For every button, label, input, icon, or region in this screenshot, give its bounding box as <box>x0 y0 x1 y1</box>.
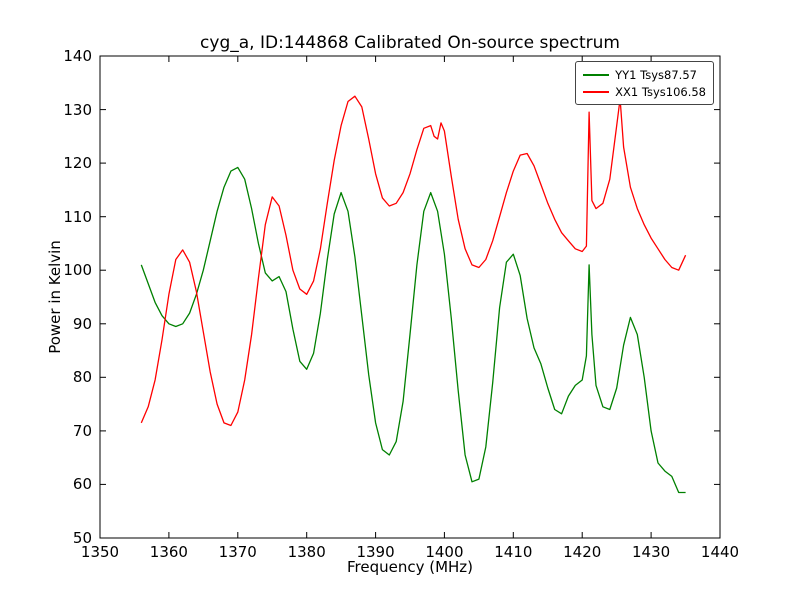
legend-label: XX1 Tsys106.58 <box>615 84 706 99</box>
legend-entry: XX1 Tsys106.58 <box>583 83 706 100</box>
y-tick-label: 70 <box>72 421 92 440</box>
y-tick-label: 100 <box>63 261 92 280</box>
x-tick-label: 1400 <box>425 543 464 561</box>
chart-title: cyg_a, ID:144868 Calibrated On-source sp… <box>200 33 620 53</box>
y-tick-label: 60 <box>72 475 92 494</box>
y-tick-label: 130 <box>63 100 92 119</box>
x-tick-label: 1420 <box>563 543 602 561</box>
x-axis-label: Frequency (MHz) <box>346 558 474 576</box>
y-tick-label: 90 <box>72 314 92 333</box>
x-tick-label: 1360 <box>149 543 188 561</box>
legend-label: YY1 Tsys87.57 <box>615 67 697 82</box>
y-axis-label: Power in Kelvin <box>46 240 64 354</box>
x-tick-label: 1410 <box>494 543 533 561</box>
y-tick-label: 110 <box>63 207 92 226</box>
y-tick-label: 140 <box>63 47 92 65</box>
legend-line-swatch <box>583 73 610 76</box>
y-tick-label: 80 <box>72 368 92 387</box>
x-tick-label: 1440 <box>700 543 740 561</box>
x-tick-label: 1390 <box>356 543 395 561</box>
y-tick-label: 50 <box>72 529 92 547</box>
x-tick-label: 1380 <box>287 543 326 561</box>
legend-entry: YY1 Tsys87.57 <box>583 66 706 83</box>
x-tick-label: 1350 <box>80 543 120 561</box>
y-tick-label: 120 <box>63 154 92 173</box>
x-tick-label: 1370 <box>218 543 257 561</box>
legend: YY1 Tsys87.57 XX1 Tsys106.58 <box>575 61 714 105</box>
x-tick-label: 1430 <box>632 543 671 561</box>
legend-line-swatch <box>583 90 610 93</box>
